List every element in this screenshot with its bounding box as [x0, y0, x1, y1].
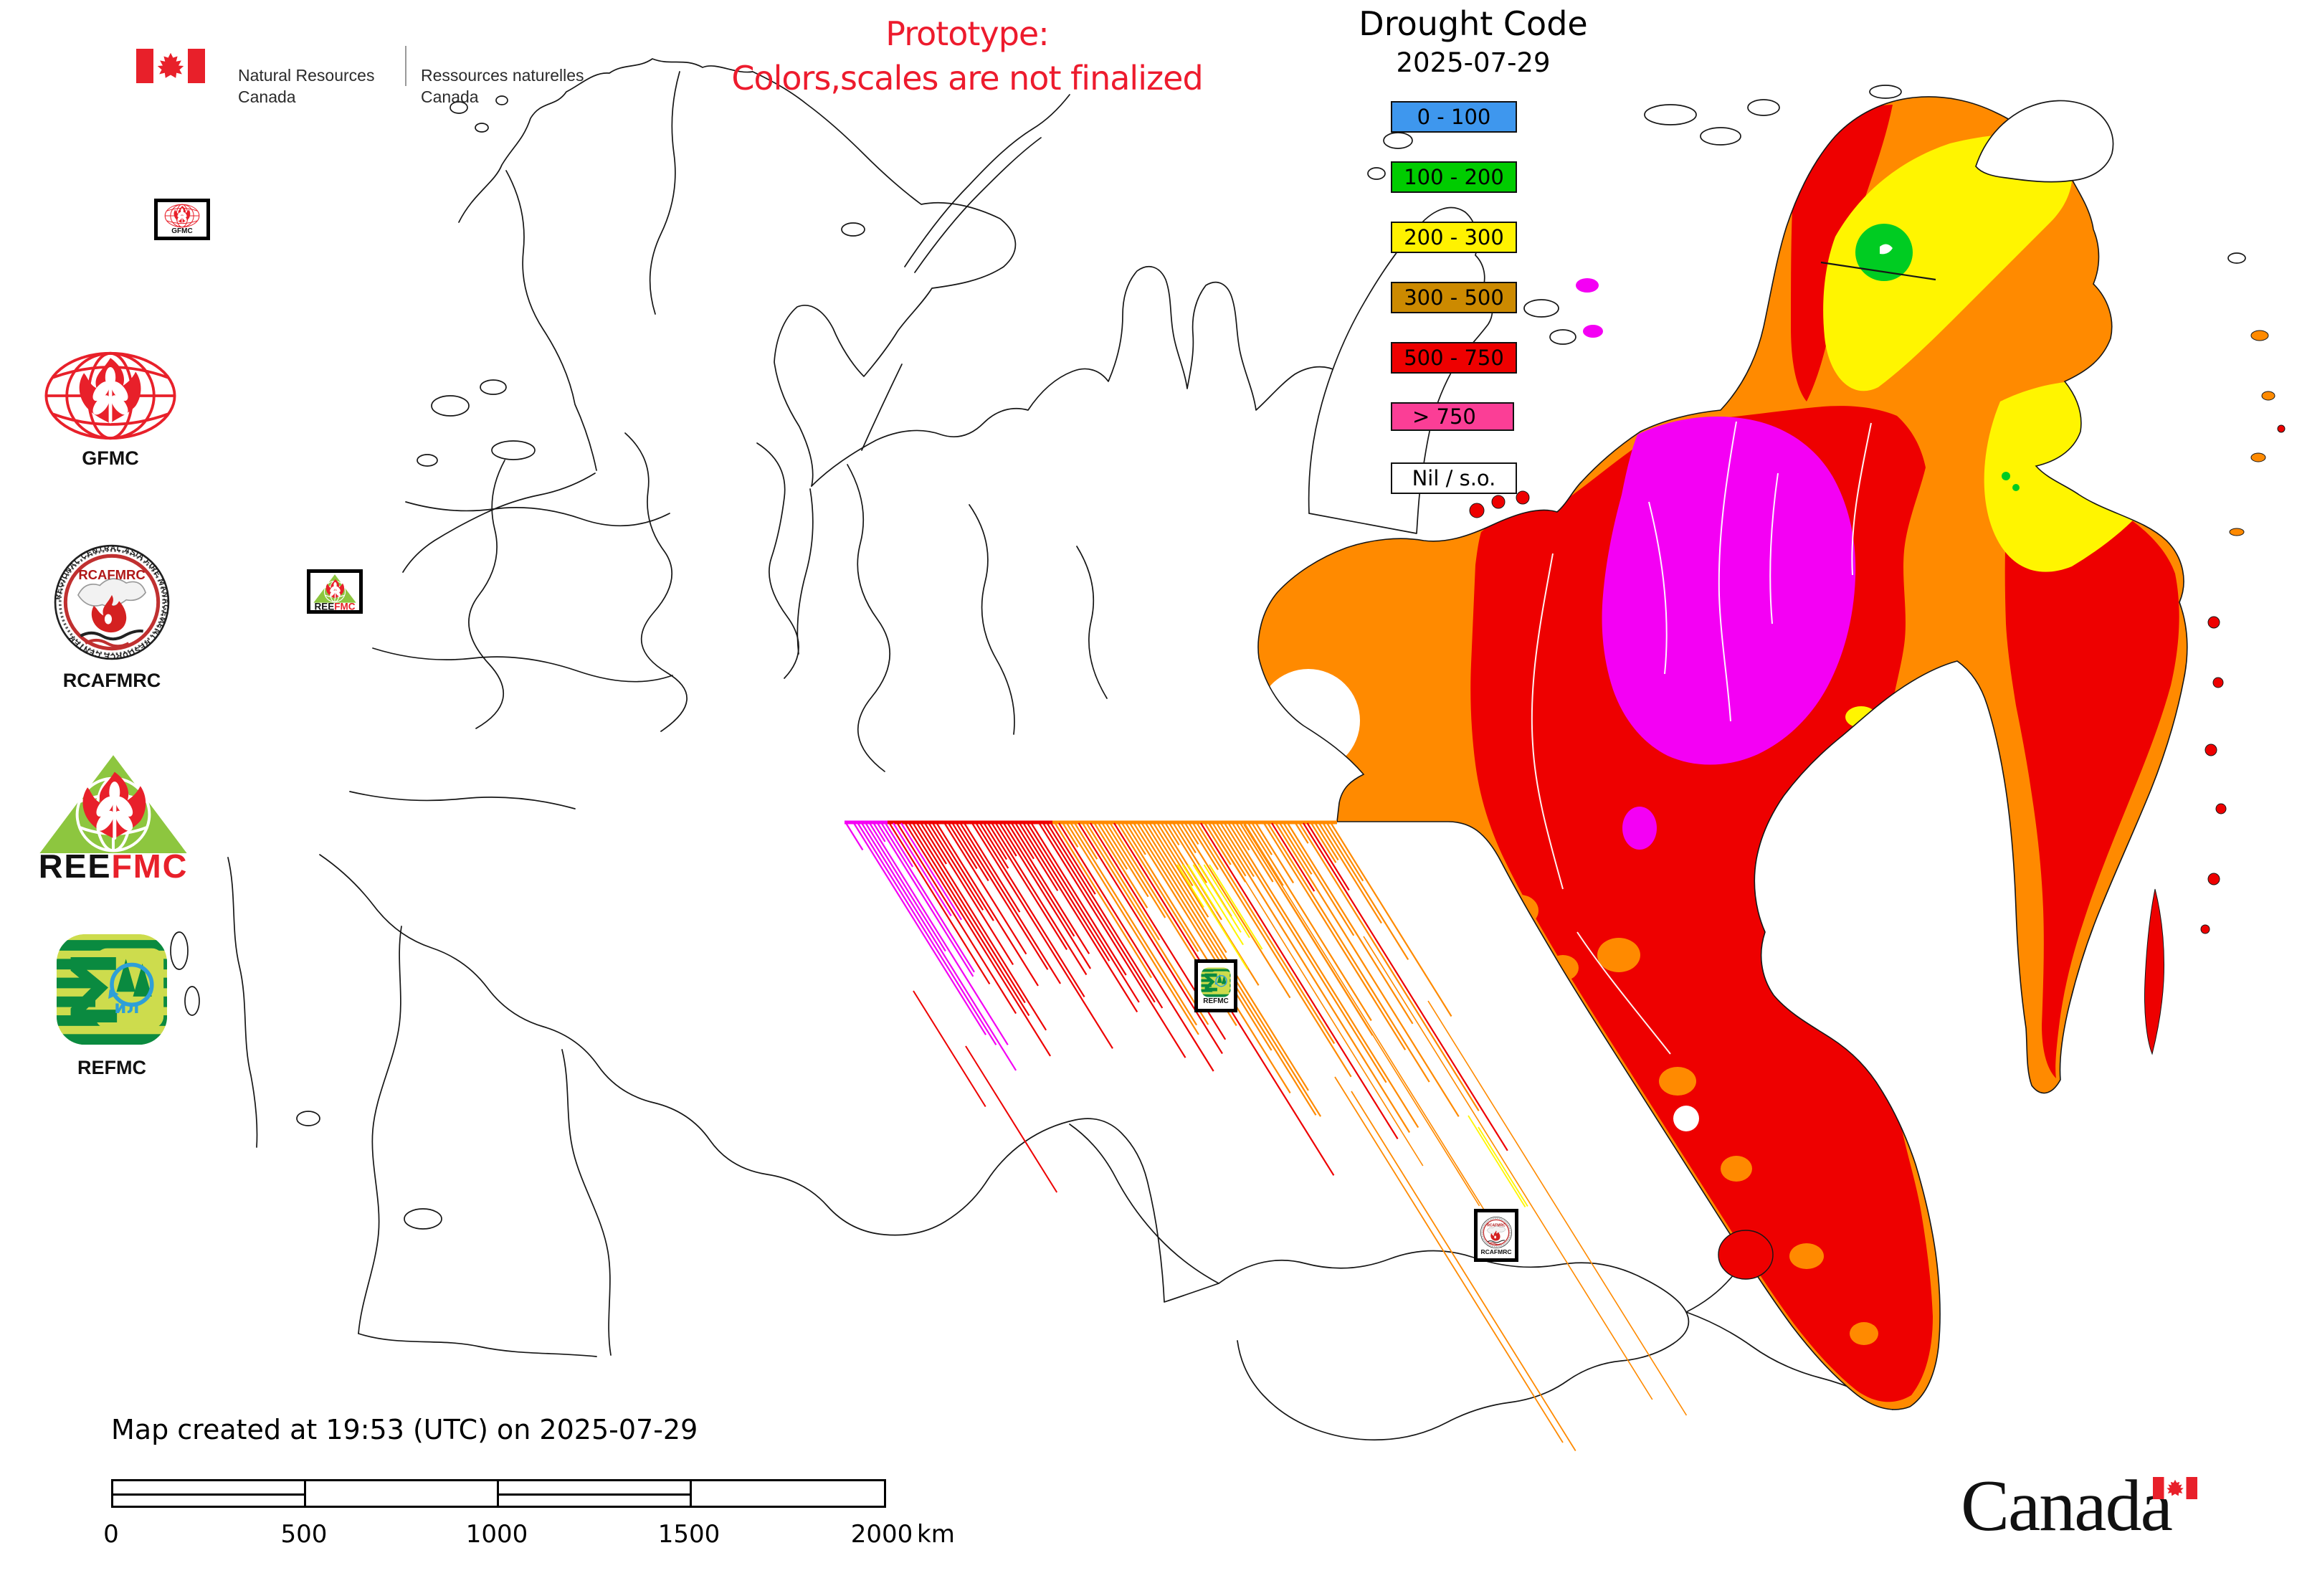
refmc-label: REFMC: [77, 1057, 146, 1078]
scalebar-segment: [692, 1481, 884, 1506]
chukotka-border-line: [1820, 261, 1936, 281]
scalebar-segment: [113, 1481, 306, 1506]
dept-name-fr: Ressources naturelles Canada: [421, 66, 584, 106]
sidebar-logo-refmc: Σ ил REFMC: [53, 931, 171, 1079]
river-lines: [1531, 421, 1872, 1055]
scalebar-tick: 1000: [465, 1520, 528, 1549]
red-blob-border: [1718, 1230, 1774, 1280]
drought-zone-red-kamchatka: [2004, 491, 2179, 1078]
reefmc-logo-icon: REEFMC: [312, 573, 358, 610]
sidebar-logo-reefmc: REEFMC: [36, 750, 191, 879]
scalebar-tick: 0: [103, 1520, 119, 1549]
drought-spot-magenta-small: [1622, 807, 1657, 850]
reefmc-label-red: FMC: [111, 847, 188, 879]
prototype-note: Prototype: Colors,scales are not finaliz…: [673, 11, 1261, 100]
reefmc-logo-icon: REEFMC: [36, 750, 191, 879]
map-marker-refmc: Σ REFMC: [1194, 959, 1237, 1012]
map-marker-gfmc: GFMC: [154, 199, 210, 240]
reefmc-label-red: FMC: [334, 601, 356, 610]
refmc-inner-text: ил: [114, 997, 139, 1017]
refmc-logo-icon: Σ ил: [53, 931, 171, 1048]
svg-text:REEFMC: REEFMC: [314, 601, 355, 610]
scalebar: [111, 1479, 886, 1508]
rcafmrc-logo-icon: REGIONAL CENTRAL ASIA FIRE MANAGEMENT RE…: [52, 542, 172, 662]
map-created-text: Map created at 19:53 (UTC) on 2025-07-29: [111, 1414, 698, 1445]
render-artifact-streaks: [845, 822, 1688, 1451]
rcafmrc-label: RCAFMRC: [62, 670, 161, 691]
legend-date: 2025-07-29: [1396, 47, 1551, 78]
rcafmrc-logo-icon: RCAFMRC: [1480, 1216, 1513, 1249]
islands-east: [2144, 330, 2286, 1055]
coast-bite: [1257, 669, 1360, 772]
svg-text:REEFMC: REEFMC: [39, 847, 188, 879]
rcafmrc-inner-text: RCAFMRC: [78, 567, 145, 582]
reefmc-label-black: REE: [39, 847, 112, 879]
map-marker-rcafmrc: RCAFMRC RCAFMRC: [1474, 1209, 1518, 1262]
gfmc-label: GFMC: [82, 447, 139, 469]
prototype-note-line2: Colors,scales are not finalized: [731, 59, 1203, 98]
canada-flag-icon: [136, 49, 205, 83]
refmc-marker-label: REFMC: [1203, 997, 1229, 1005]
red-delta-bumps: [1469, 490, 1530, 518]
scalebar-tick: 2000: [850, 1520, 913, 1549]
gfmc-marker-label: GFMC: [171, 227, 193, 235]
nil-cape-chukotka: [1975, 100, 2114, 183]
canada-wordmark-text: Canada: [1961, 1466, 2173, 1547]
canada-wordmark: Canada: [1961, 1464, 2172, 1548]
canada-flag-icon: [2153, 1477, 2197, 1499]
refmc-sigma: Σ: [62, 940, 123, 1044]
drought-region: [845, 96, 2286, 1451]
reefmc-label-black: REE: [314, 601, 334, 610]
sidebar-logo-rcafmrc: REGIONAL CENTRAL ASIA FIRE MANAGEMENT RE…: [52, 542, 172, 692]
dept-divider: [405, 46, 406, 86]
gfmc-logo-icon: [42, 350, 179, 442]
drought-zone-magenta: [1602, 416, 1856, 765]
refmc-logo-icon: Σ: [1200, 966, 1232, 998]
scalebar-unit: km: [917, 1520, 955, 1549]
magenta-islets: [1576, 278, 1603, 338]
drought-zone-yellow-north: [1823, 135, 2073, 391]
drought-spot-yellow: [1845, 706, 1877, 728]
legend-title: Drought Code: [1359, 4, 1588, 43]
sidebar-logo-gfmc: GFMC: [42, 350, 179, 470]
dept-name-en: Natural Resources Canada: [238, 66, 375, 106]
gfmc-logo-icon: [161, 204, 203, 228]
rcafmrc-marker-label: RCAFMRC: [1480, 1248, 1512, 1255]
scalebar-labels: 0 500 1000 1500 2000 km: [103, 1520, 971, 1549]
scalebar-segment: [306, 1481, 499, 1506]
prototype-note-line1: Prototype:: [885, 14, 1049, 53]
refmc-sigma: Σ: [1203, 969, 1219, 997]
scalebar-segment: [499, 1481, 692, 1506]
scalebar-tick: 500: [280, 1520, 328, 1549]
scalebar-tick: 1500: [657, 1520, 720, 1549]
rcafmrc-inner-text: RCAFMRC: [1487, 1223, 1506, 1227]
legend: Drought Code 2025-07-29: [1330, 4, 1617, 78]
map-marker-reefmc: REEFMC: [307, 569, 363, 614]
nrcan-signature: Natural Resources Canada Ressources natur…: [136, 43, 600, 129]
